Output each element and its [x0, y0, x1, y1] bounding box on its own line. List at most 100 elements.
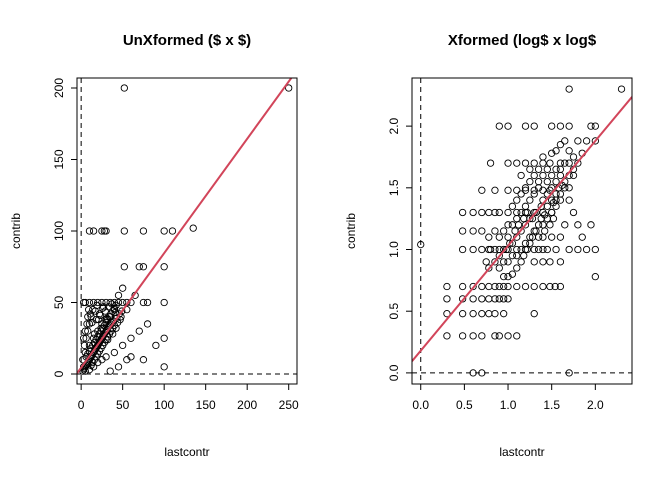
right-data-point	[539, 153, 547, 161]
right-data-point	[548, 149, 556, 157]
right-data-point	[513, 159, 521, 167]
right-data-point	[506, 239, 514, 247]
right-data-point	[513, 252, 521, 260]
right-y-tick-label: 0.5	[387, 303, 401, 320]
left-x-tick-label: 50	[116, 398, 130, 412]
left-data-point	[114, 363, 123, 371]
right-data-point	[574, 245, 582, 254]
right-data-point	[591, 273, 599, 281]
right-data-point	[491, 295, 499, 303]
right-data-point	[526, 196, 534, 204]
right-data-point	[549, 198, 558, 207]
right-data-point	[543, 165, 551, 173]
right-data-point	[500, 227, 508, 235]
right-data-point	[513, 282, 521, 291]
left-fit-line	[77, 78, 293, 374]
right-data-point	[517, 245, 525, 254]
left-data-point	[119, 298, 127, 307]
left-data-point	[119, 341, 127, 350]
right-data-point	[500, 245, 508, 254]
right-data-point	[548, 196, 556, 204]
left-data-point	[135, 327, 143, 335]
right-data-point	[458, 227, 467, 235]
right-data-point	[504, 273, 512, 281]
right-data-point	[458, 295, 467, 303]
right-data-point	[511, 227, 519, 235]
left-data-point	[80, 341, 89, 350]
right-data-point	[491, 208, 499, 217]
right-data-point	[491, 258, 499, 266]
left-data-point	[84, 327, 92, 335]
right-data-point	[491, 227, 499, 235]
right-data-point	[534, 165, 543, 173]
right-y-tick-label: 1.5	[387, 179, 401, 196]
left-x-tick-label: 200	[237, 398, 257, 412]
left-data-point	[135, 263, 143, 271]
left-data-point	[94, 316, 103, 324]
right-data-point	[574, 221, 582, 229]
right-data-point	[513, 215, 521, 223]
left-data-point	[88, 318, 96, 327]
left-data-point	[79, 334, 88, 342]
right-data-point	[469, 208, 477, 217]
left-data-point	[120, 227, 128, 235]
right-data-point	[502, 245, 510, 254]
right-data-point	[539, 245, 547, 254]
right-data-point	[548, 171, 556, 180]
right-data-point	[469, 245, 477, 254]
left-data-point	[152, 341, 160, 350]
right-data-point	[556, 122, 565, 130]
right-data-point	[520, 252, 528, 260]
right-data-point	[530, 282, 538, 291]
right-scatter-panel: Xformed (log$ x log$ lastcontr contrib 0…	[344, 32, 633, 459]
left-data-point	[89, 227, 98, 235]
right-data-point	[569, 153, 578, 161]
left-data-point	[98, 227, 106, 235]
left-data-point	[82, 334, 90, 342]
right-x-tick-label: 0.5	[456, 398, 473, 412]
left-data-point	[285, 84, 293, 92]
right-data-point	[513, 332, 521, 340]
left-x-tick-label: 150	[196, 398, 216, 412]
right-data-point	[574, 137, 582, 145]
right-x-tick-label: 1.0	[500, 398, 517, 412]
right-data-point	[539, 159, 547, 167]
right-data-point	[565, 184, 573, 192]
left-data-point	[81, 367, 89, 375]
right-x-tick-label: 0.0	[412, 398, 429, 412]
right-data-point	[443, 295, 451, 303]
left-data-point	[114, 291, 123, 299]
right-data-point	[485, 282, 493, 291]
right-data-point	[556, 165, 565, 173]
left-data-point	[106, 367, 114, 375]
right-data-point	[521, 184, 530, 192]
right-data-point	[495, 282, 503, 291]
left-data-point	[120, 263, 128, 271]
right-data-point	[591, 137, 599, 145]
right-data-point	[546, 258, 554, 266]
right-data-point	[504, 159, 512, 167]
right-fit-line	[412, 96, 632, 362]
right-data-point	[526, 233, 534, 241]
left-data-point	[110, 348, 119, 357]
left-x-tick-label: 250	[279, 398, 299, 412]
left-data-point	[94, 298, 102, 307]
right-data-point	[508, 252, 517, 260]
right-data-point	[561, 221, 569, 229]
right-data-point	[552, 190, 560, 198]
right-data-point	[617, 85, 626, 93]
right-data-point	[521, 122, 530, 130]
left-data-point	[106, 298, 114, 307]
right-chart-title: Xformed (log$ x log$	[448, 32, 597, 49]
left-data-point	[139, 298, 148, 307]
right-data-point	[574, 159, 582, 167]
right-data-point	[556, 282, 565, 291]
right-data-point	[491, 310, 499, 318]
right-data-point	[491, 332, 499, 340]
left-data-point	[108, 300, 116, 308]
right-data-point	[534, 245, 543, 254]
right-data-point	[486, 159, 495, 167]
right-data-point	[532, 208, 540, 217]
right-data-point	[508, 270, 517, 278]
right-data-point	[552, 177, 560, 186]
